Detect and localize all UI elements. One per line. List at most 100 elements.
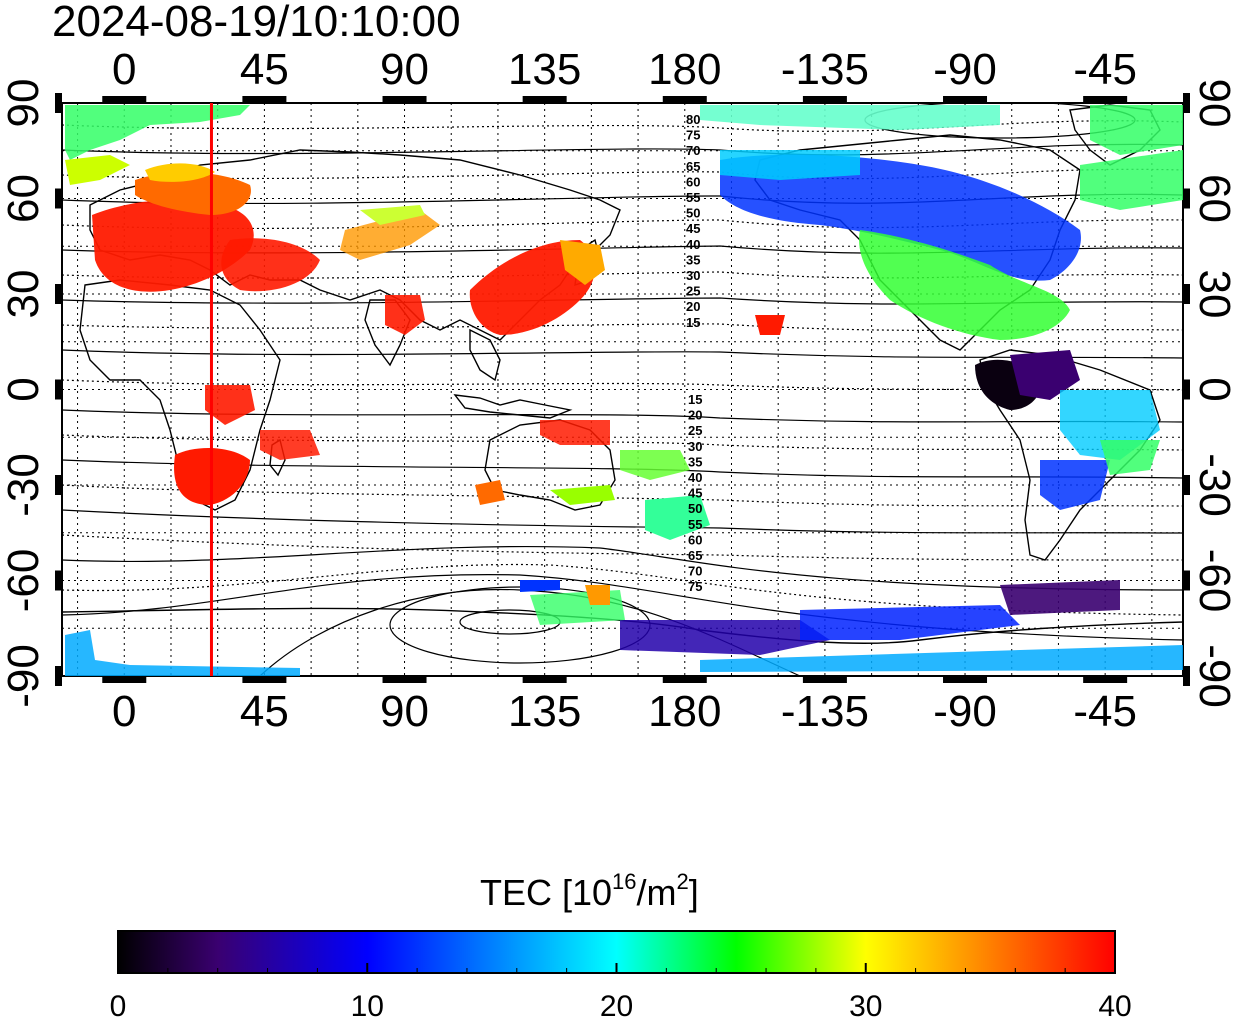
x-tick-label-bottom: 180 <box>648 687 721 736</box>
map-title: 2024-08-19/10:10:00 <box>52 0 461 46</box>
frame-tick-right <box>1183 93 1190 113</box>
colorbar-tick-label: 20 <box>600 990 633 1021</box>
contour-label: 70 <box>686 143 700 158</box>
frame-tick-top <box>662 96 707 103</box>
contour-label: 70 <box>688 564 702 579</box>
frame-tick-left <box>55 93 62 113</box>
x-tick-label-bottom: -135 <box>781 687 869 736</box>
y-axis-right-labels: 90 60 30 0 -30 -60 -90 <box>1190 79 1235 708</box>
frame-tick-top <box>1083 96 1128 103</box>
y-tick-label-left: -30 <box>0 453 48 517</box>
contour-label: 45 <box>688 486 702 501</box>
y-tick-label-right: -90 <box>1190 644 1235 708</box>
frame-tick-right <box>1183 475 1190 495</box>
coastlines <box>62 104 1183 644</box>
contour-label: 40 <box>686 237 700 252</box>
x-axis-bottom-labels: 0 45 90 135 180 -135 -90 -45 <box>112 687 1137 736</box>
contour-label: 15 <box>686 315 700 330</box>
x-tick-label-top: -45 <box>1073 45 1137 94</box>
x-tick-label-top: 180 <box>648 45 721 94</box>
frame-tick-bottom <box>943 676 988 683</box>
frame-tick-bottom <box>522 676 567 683</box>
contour-label: 25 <box>688 423 702 438</box>
frame-tick-left <box>55 188 62 209</box>
frame-tick-top <box>802 96 847 103</box>
frame-tick-right <box>1183 570 1190 591</box>
x-tick-label-bottom: -45 <box>1073 687 1137 736</box>
contour-label: 75 <box>686 128 700 143</box>
y-tick-label-left: -90 <box>0 644 48 708</box>
x-tick-label-top: 90 <box>380 45 429 94</box>
colorbar-tick-label: 30 <box>849 990 882 1021</box>
contour-label: 35 <box>686 252 700 267</box>
contour-label: 65 <box>688 548 702 563</box>
colorbar-tick-label: 40 <box>1098 990 1131 1021</box>
x-tick-label-bottom: 0 <box>112 687 136 736</box>
frame-tick-right <box>1183 379 1190 400</box>
y-tick-label-left: 90 <box>0 79 48 128</box>
y-tick-label-left: 60 <box>0 174 48 223</box>
contour-label: 50 <box>686 206 700 221</box>
contour-label: 45 <box>686 221 700 236</box>
tec-data-patches <box>65 105 1183 676</box>
frame-tick-bottom <box>242 676 287 683</box>
y-tick-label-left: 0 <box>0 377 48 401</box>
contour-label: 20 <box>688 408 702 423</box>
frame-tick-right <box>1183 284 1190 304</box>
contour-label: 25 <box>686 284 700 299</box>
x-tick-label-top: 45 <box>240 45 289 94</box>
frame-tick-right <box>1183 666 1190 686</box>
y-axis-left-labels: 90 60 30 0 -30 -60 -90 <box>0 79 48 708</box>
x-tick-label-bottom: 45 <box>240 687 289 736</box>
colorbar: TEC [1016/m2] 0 10 20 30 40 <box>110 869 1132 1021</box>
x-tick-label-bottom: 90 <box>380 687 429 736</box>
y-tick-label-right: -30 <box>1190 453 1235 517</box>
x-tick-label-top: 135 <box>508 45 581 94</box>
frame-tick-right <box>1183 188 1190 209</box>
contour-label: 15 <box>688 392 702 407</box>
contour-label: 40 <box>688 470 702 485</box>
frame-tick-bottom <box>382 676 427 683</box>
y-tick-label-left: -60 <box>0 549 48 613</box>
x-tick-label-bottom: 135 <box>508 687 581 736</box>
contour-label: 30 <box>688 439 702 454</box>
contour-label: 55 <box>688 517 702 532</box>
frame-tick-left <box>55 666 62 686</box>
x-tick-label-top: 0 <box>112 45 136 94</box>
frame-tick-bottom <box>662 676 707 683</box>
y-tick-label-right: 0 <box>1190 377 1235 401</box>
contour-label: 75 <box>688 579 702 594</box>
contour-label: 65 <box>686 159 700 174</box>
frame-tick-top <box>242 96 287 103</box>
colorbar-ticks: 0 10 20 30 40 <box>110 963 1132 1021</box>
contour-label: 50 <box>688 501 702 516</box>
frame-tick-left <box>55 284 62 304</box>
y-tick-label-left: 30 <box>0 270 48 319</box>
contour-label: 80 <box>686 112 700 127</box>
x-tick-label-top: -90 <box>933 45 997 94</box>
y-tick-label-right: 60 <box>1190 174 1235 223</box>
contour-label: 30 <box>686 268 700 283</box>
frame-tick-left <box>55 570 62 591</box>
contour-label: 35 <box>688 454 702 469</box>
x-tick-label-bottom: -90 <box>933 687 997 736</box>
colorbar-tick-label: 10 <box>351 990 384 1021</box>
frame-tick-bottom <box>102 676 147 683</box>
contour-label: 60 <box>686 174 700 189</box>
contour-label: 55 <box>686 190 700 205</box>
y-tick-label-right: 90 <box>1190 79 1235 128</box>
x-tick-label-top: -135 <box>781 45 869 94</box>
contour-label: 20 <box>686 299 700 314</box>
frame-tick-top <box>522 96 567 103</box>
frame-tick-left <box>55 475 62 495</box>
contour-label: 60 <box>688 532 702 547</box>
frame-tick-left <box>55 379 62 400</box>
frame-tick-top <box>102 96 147 103</box>
x-axis-top-labels: 0 45 90 135 180 -135 -90 -45 <box>112 45 1137 94</box>
colorbar-tick-label: 0 <box>110 990 127 1021</box>
y-tick-label-right: 30 <box>1190 270 1235 319</box>
